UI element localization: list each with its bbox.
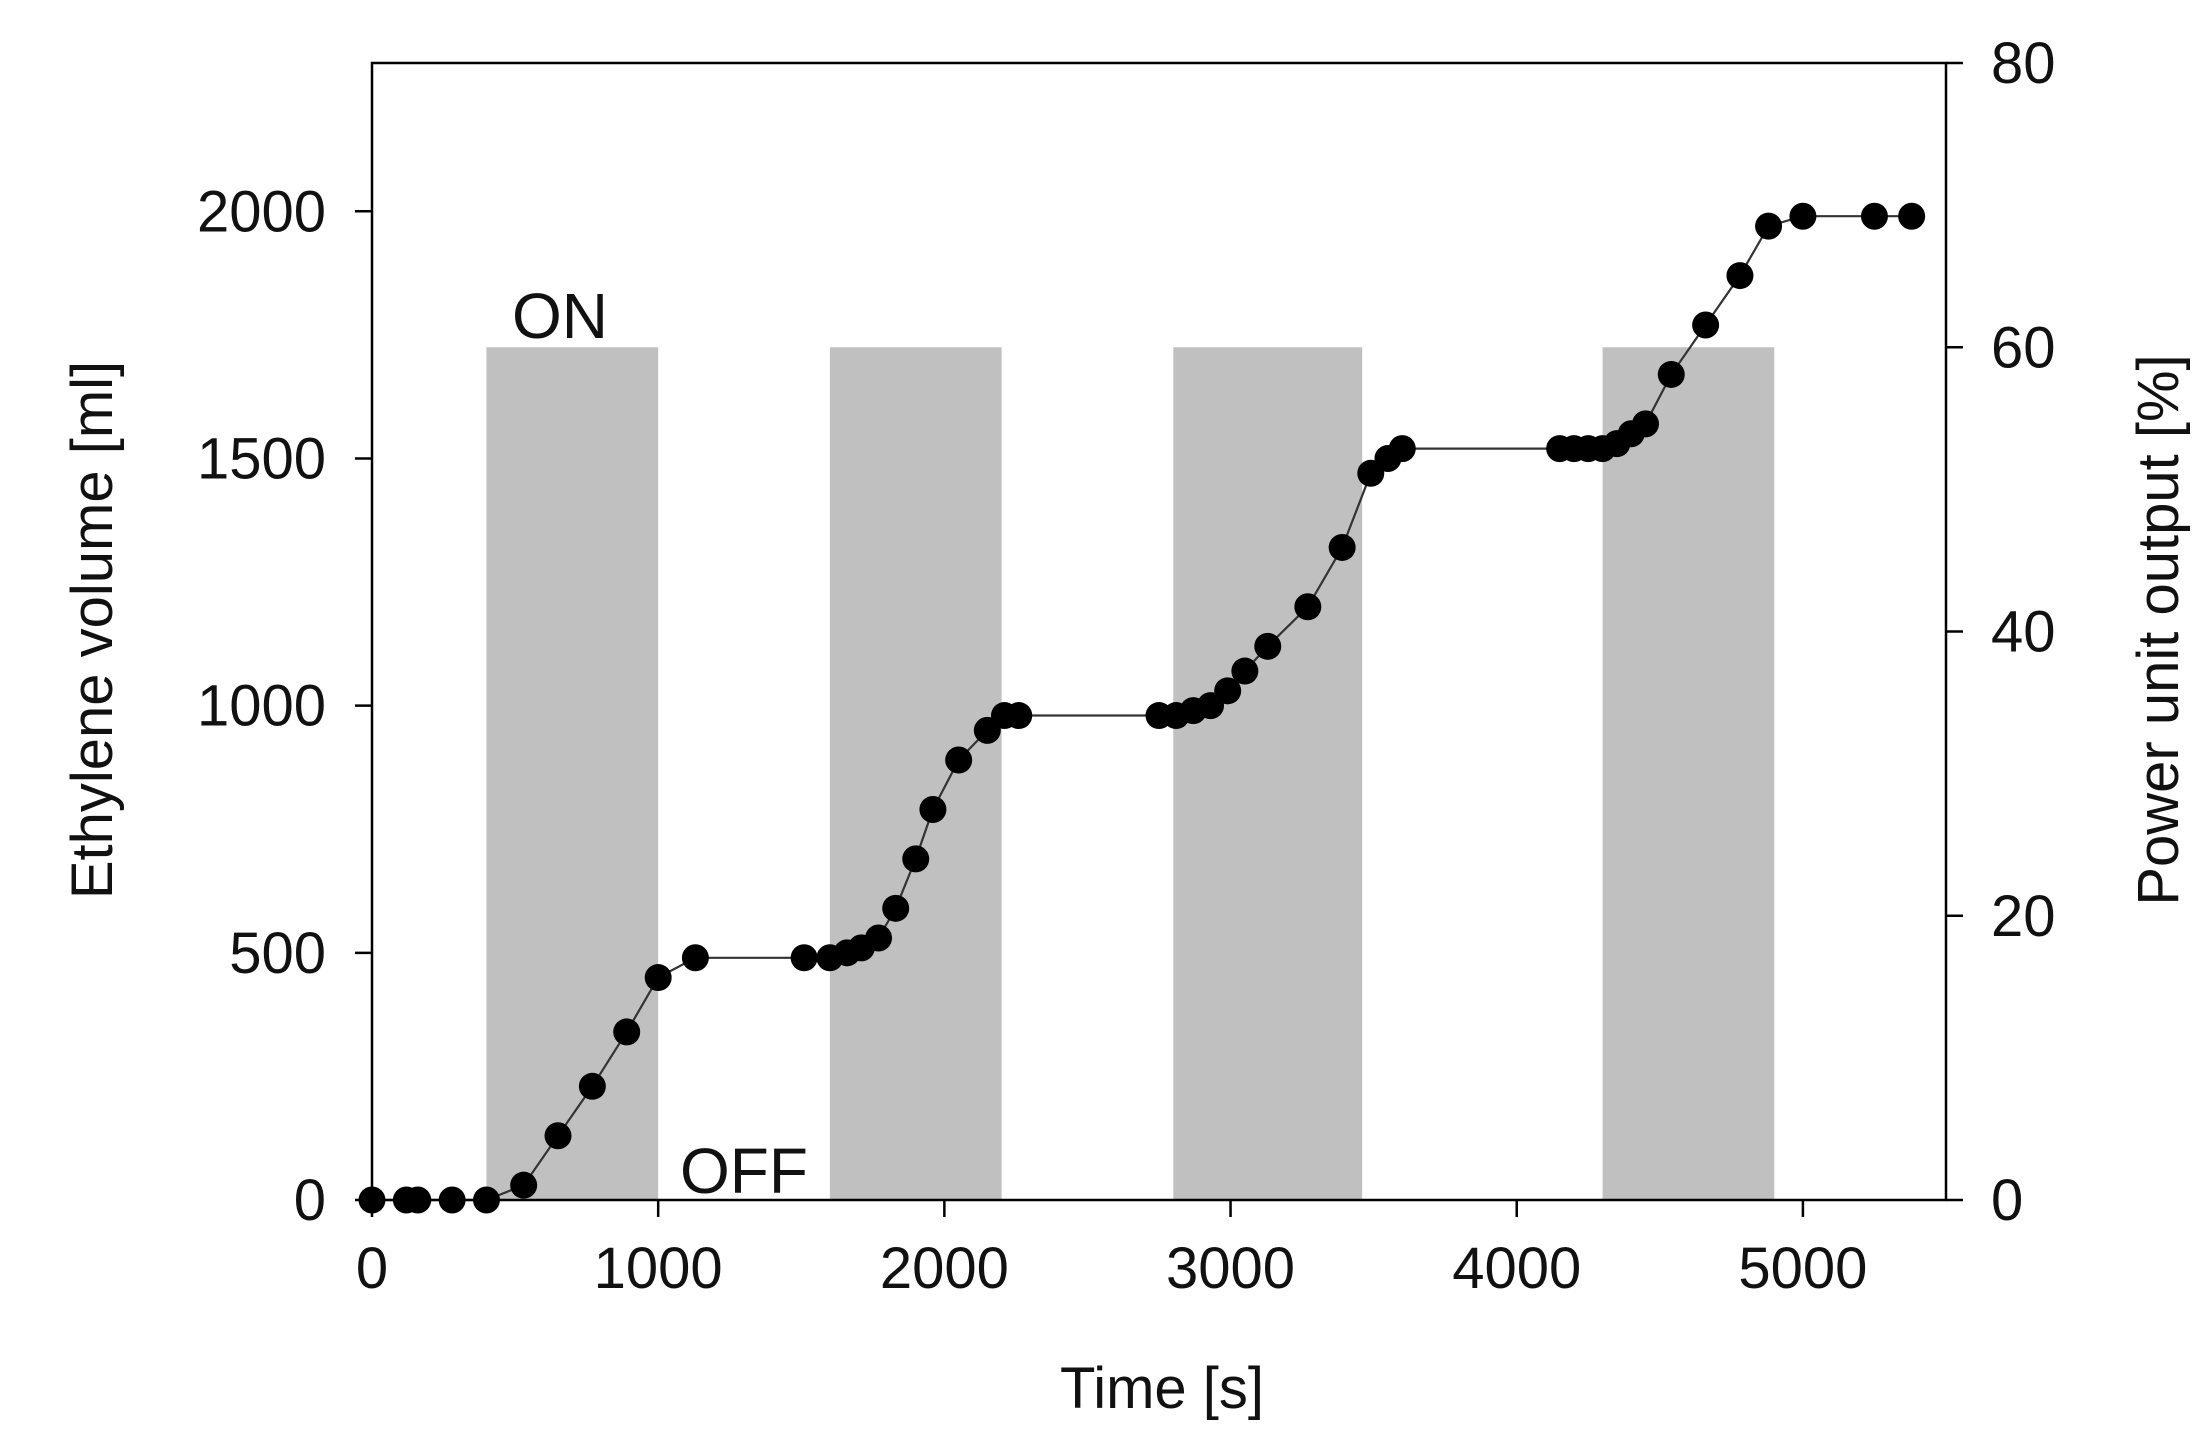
y2-tick-label-60: 60 (1991, 315, 2056, 380)
power-bar-4 (1602, 347, 1775, 1200)
volume-point-8 (578, 1072, 606, 1100)
y2-axis-title: Power unit output [%] (2126, 354, 2191, 905)
power-bar-2 (829, 347, 1002, 1200)
volume-point-43 (1657, 360, 1685, 388)
volume-point-18 (902, 845, 930, 873)
volume-point-31 (1294, 593, 1322, 621)
volume-point-29 (1231, 657, 1259, 685)
y2-tick-label-0: 0 (1991, 1168, 2023, 1233)
x-tick-label-3000: 3000 (1166, 1236, 1295, 1301)
x-tick-label-1000: 1000 (594, 1236, 723, 1301)
y-tick-label-1000: 1000 (197, 674, 326, 739)
volume-point-16 (865, 924, 893, 952)
annotation-off: OFF (680, 1135, 808, 1207)
x-tick-label-5000: 5000 (1738, 1236, 1867, 1301)
y-axis-title: Ethylene volume [ml] (60, 361, 125, 899)
y2-tick-label-20: 20 (1991, 884, 2056, 949)
y-tick-label-500: 500 (229, 921, 326, 986)
volume-point-30 (1254, 632, 1282, 660)
axis-ticks: 0 1000 2000 3000 4000 5000 0 500 1000 1500 2000 0 20… (197, 31, 2056, 1301)
annotation-on: ON (512, 280, 608, 352)
volume-point-32 (1328, 533, 1356, 561)
volume-point-42 (1632, 410, 1660, 438)
x-tick-label-4000: 4000 (1452, 1236, 1581, 1301)
volume-point-28 (1214, 677, 1242, 705)
power-bar-3 (1173, 347, 1363, 1200)
volume-point-9 (613, 1018, 641, 1046)
x-tick-label-2000: 2000 (880, 1236, 1009, 1301)
power-bar-1 (486, 347, 659, 1200)
volume-point-49 (1898, 202, 1926, 230)
volume-point-45 (1726, 262, 1754, 290)
volume-point-12 (790, 944, 818, 972)
volume-point-10 (644, 964, 672, 992)
volume-point-17 (882, 894, 910, 922)
volume-point-35 (1388, 435, 1416, 463)
x-axis-title: Time [s] (1060, 1356, 1264, 1421)
y2-tick-label-40: 40 (1991, 600, 2056, 665)
volume-point-6 (510, 1171, 538, 1199)
volume-point-48 (1860, 202, 1888, 230)
power-bars (486, 347, 1775, 1200)
y2-tick-label-80: 80 (1991, 31, 2056, 96)
y-tick-label-2000: 2000 (197, 179, 326, 244)
volume-point-46 (1755, 212, 1783, 240)
volume-point-44 (1692, 311, 1720, 339)
volume-point-47 (1789, 202, 1817, 230)
y-tick-label-1500: 1500 (197, 426, 326, 491)
volume-point-20 (945, 746, 973, 774)
x-tick-label-0: 0 (356, 1236, 388, 1301)
volume-point-7 (544, 1122, 572, 1150)
volume-points (358, 202, 1926, 1214)
volume-point-11 (681, 944, 709, 972)
y-tick-label-0: 0 (294, 1168, 326, 1233)
volume-point-19 (919, 795, 947, 823)
volume-point-23 (1005, 702, 1033, 730)
